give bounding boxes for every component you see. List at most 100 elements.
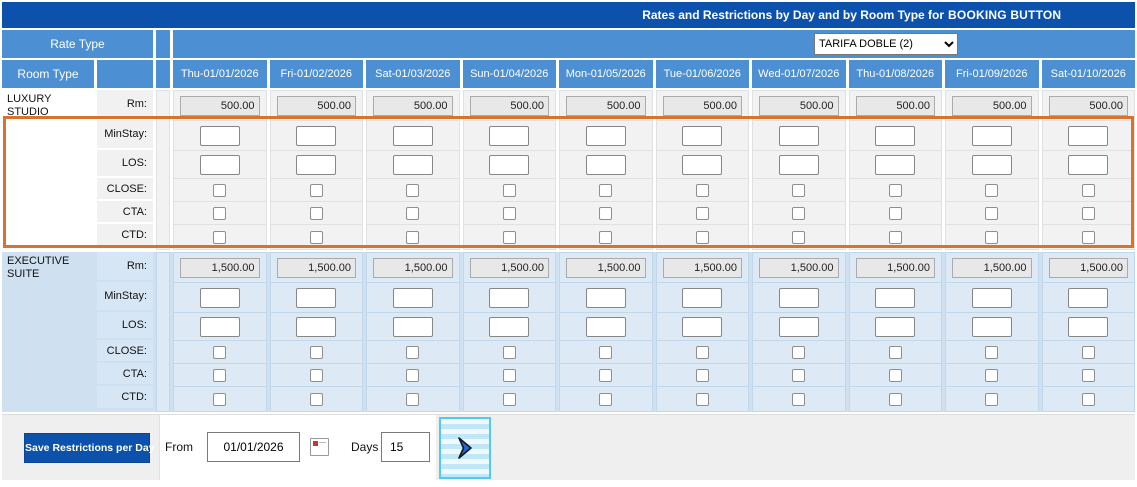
cta-checkbox[interactable] [406,368,420,382]
rate-input[interactable] [566,257,646,278]
minstay-input[interactable] [875,287,916,308]
minstay-input[interactable] [1068,287,1109,308]
cta-checkbox[interactable] [1081,368,1095,382]
minstay-input[interactable] [585,287,626,308]
minstay-input[interactable] [682,287,723,308]
rate-input[interactable] [566,95,646,116]
cta-checkbox[interactable] [985,206,999,220]
cta-checkbox[interactable] [213,206,227,220]
close-checkbox[interactable] [1081,345,1095,359]
los-input[interactable] [489,154,530,175]
ctd-checkbox[interactable] [985,230,999,244]
rate-input[interactable] [469,95,549,116]
rate-input[interactable] [759,95,839,116]
ctd-checkbox[interactable] [309,392,323,406]
rate-input[interactable] [952,257,1032,278]
rate-input[interactable] [469,257,549,278]
minstay-input[interactable] [296,125,337,146]
ctd-checkbox[interactable] [213,392,227,406]
close-checkbox[interactable] [695,345,709,359]
cta-checkbox[interactable] [792,368,806,382]
minstay-input[interactable] [778,125,819,146]
rate-input[interactable] [1048,95,1128,116]
rate-input[interactable] [276,95,356,116]
close-checkbox[interactable] [309,183,323,197]
close-checkbox[interactable] [502,345,516,359]
minstay-input[interactable] [875,125,916,146]
minstay-input[interactable] [199,287,240,308]
los-input[interactable] [875,316,916,337]
ctd-checkbox[interactable] [888,230,902,244]
los-input[interactable] [585,154,626,175]
cta-checkbox[interactable] [502,368,516,382]
ctd-checkbox[interactable] [1081,230,1095,244]
close-checkbox[interactable] [985,345,999,359]
calendar-icon[interactable] [310,438,329,456]
ctd-checkbox[interactable] [985,392,999,406]
ctd-checkbox[interactable] [888,392,902,406]
rate-input[interactable] [759,257,839,278]
cta-checkbox[interactable] [406,206,420,220]
rate-type-select[interactable]: TARIFA DOBLE (2) [814,33,958,55]
close-checkbox[interactable] [406,345,420,359]
rate-input[interactable] [180,257,260,278]
ctd-checkbox[interactable] [792,230,806,244]
los-input[interactable] [199,154,240,175]
los-input[interactable] [296,316,337,337]
rate-input[interactable] [373,95,453,116]
rate-input[interactable] [952,95,1032,116]
minstay-input[interactable] [778,287,819,308]
ctd-checkbox[interactable] [406,230,420,244]
close-checkbox[interactable] [406,183,420,197]
los-input[interactable] [971,316,1012,337]
close-checkbox[interactable] [792,183,806,197]
close-checkbox[interactable] [888,345,902,359]
close-checkbox[interactable] [502,183,516,197]
cta-checkbox[interactable] [1081,206,1095,220]
close-checkbox[interactable] [888,183,902,197]
rate-input[interactable] [855,95,935,116]
cta-checkbox[interactable] [599,368,613,382]
cta-checkbox[interactable] [985,368,999,382]
rate-input[interactable] [1048,257,1128,278]
minstay-input[interactable] [392,287,433,308]
close-checkbox[interactable] [1081,183,1095,197]
close-checkbox[interactable] [309,345,323,359]
los-input[interactable] [682,154,723,175]
next-page-button[interactable] [439,417,491,479]
close-checkbox[interactable] [599,183,613,197]
minstay-input[interactable] [489,125,530,146]
los-input[interactable] [971,154,1012,175]
ctd-checkbox[interactable] [309,230,323,244]
close-checkbox[interactable] [792,345,806,359]
close-checkbox[interactable] [599,345,613,359]
los-input[interactable] [392,316,433,337]
minstay-input[interactable] [296,287,337,308]
cta-checkbox[interactable] [888,206,902,220]
cta-checkbox[interactable] [502,206,516,220]
cta-checkbox[interactable] [599,206,613,220]
cta-checkbox[interactable] [213,368,227,382]
cta-checkbox[interactable] [309,368,323,382]
from-date-input[interactable] [207,432,300,462]
rate-input[interactable] [662,95,742,116]
los-input[interactable] [778,316,819,337]
minstay-input[interactable] [489,287,530,308]
ctd-checkbox[interactable] [213,230,227,244]
rate-input[interactable] [276,257,356,278]
minstay-input[interactable] [392,125,433,146]
ctd-checkbox[interactable] [502,392,516,406]
save-restrictions-button[interactable]: Save Restrictions per Day [24,433,155,463]
rate-input[interactable] [373,257,453,278]
minstay-input[interactable] [682,125,723,146]
ctd-checkbox[interactable] [406,392,420,406]
ctd-checkbox[interactable] [502,230,516,244]
close-checkbox[interactable] [695,183,709,197]
close-checkbox[interactable] [213,345,227,359]
cta-checkbox[interactable] [695,206,709,220]
los-input[interactable] [875,154,916,175]
rate-input[interactable] [180,95,260,116]
ctd-checkbox[interactable] [599,230,613,244]
cta-checkbox[interactable] [309,206,323,220]
los-input[interactable] [199,316,240,337]
